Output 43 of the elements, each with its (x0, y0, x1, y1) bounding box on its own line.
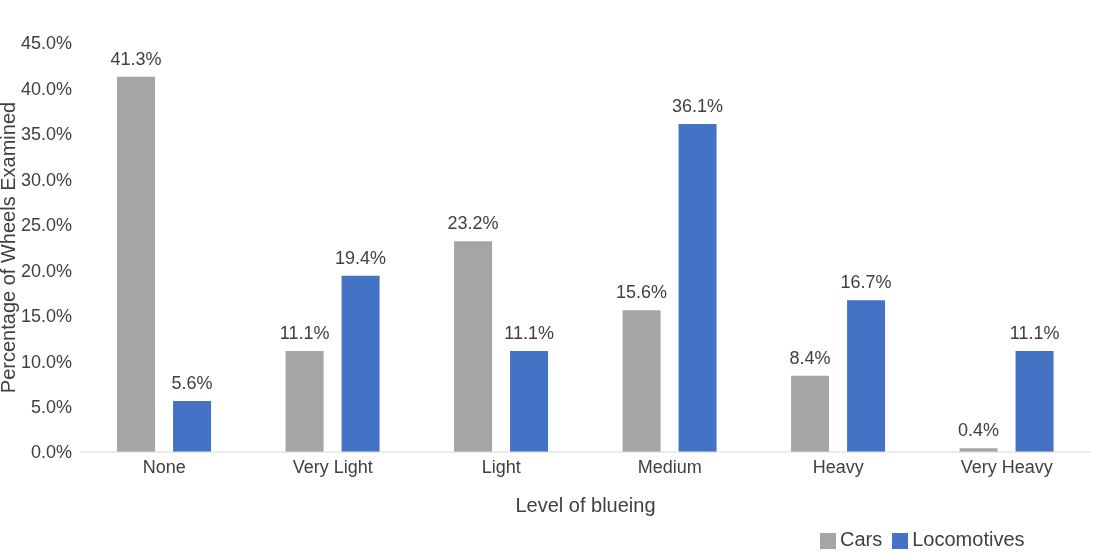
x-tick-label: Very Heavy (960, 456, 1053, 477)
y-tick-label: 30.0% (20, 169, 72, 190)
data-label: 36.1% (672, 95, 724, 116)
y-tick-label: 25.0% (20, 215, 72, 236)
x-tick-label: Heavy (812, 456, 864, 477)
legend-label: Cars (840, 528, 883, 550)
y-tick-label: 0.0% (30, 442, 72, 463)
bar (1015, 351, 1054, 452)
x-tick-label: Very Light (292, 456, 373, 477)
y-tick-label: 15.0% (20, 306, 72, 327)
bar (285, 351, 324, 452)
y-tick-label: 35.0% (20, 124, 72, 145)
data-label: 16.7% (840, 272, 892, 293)
data-label: 19.4% (335, 247, 387, 268)
data-label: 41.3% (110, 48, 162, 69)
bar (678, 123, 717, 452)
y-tick-label: 10.0% (20, 351, 72, 372)
data-label: 0.4% (958, 420, 1000, 441)
y-axis-title: Percentage of Wheels Examined (0, 101, 20, 394)
data-label: 11.1% (504, 323, 554, 344)
data-label: 11.1% (1009, 323, 1060, 344)
data-label: 23.2% (447, 213, 499, 234)
bar (341, 275, 380, 452)
data-label: 15.6% (616, 282, 668, 303)
bar (791, 375, 830, 452)
y-tick-label: 45.0% (20, 33, 72, 54)
bar (454, 241, 493, 452)
y-tick-label: 20.0% (20, 260, 72, 281)
x-tick-label: None (142, 456, 186, 477)
bar (510, 351, 549, 452)
bar (847, 300, 886, 452)
data-label: 5.6% (171, 373, 213, 394)
data-label: 8.4% (789, 347, 831, 368)
bar (622, 310, 661, 452)
x-axis-title: Level of blueing (515, 494, 656, 516)
legend-label: Locomotives (912, 528, 1025, 550)
data-label: 11.1% (279, 323, 330, 344)
bar (117, 76, 156, 452)
x-tick-label: Light (481, 456, 521, 477)
bar (173, 401, 212, 452)
y-tick-label: 40.0% (20, 78, 72, 99)
x-tick-label: Medium (637, 456, 702, 477)
y-tick-label: 5.0% (30, 396, 72, 417)
